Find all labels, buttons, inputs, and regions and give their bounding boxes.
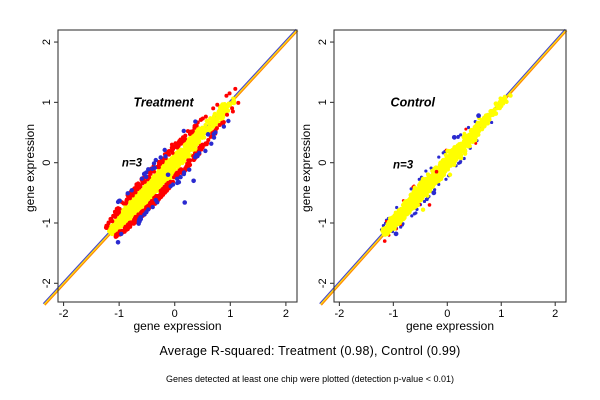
n-annotation: n=3 <box>122 158 143 170</box>
y-tick-label: 0 <box>41 160 53 166</box>
x-tick-label: 0 <box>172 308 178 320</box>
x-tick-label: 0 <box>444 308 450 320</box>
yellow-cloud <box>107 96 237 237</box>
y-axis-title: gene expression <box>299 124 313 212</box>
x-tick-label: 2 <box>283 308 289 320</box>
plot-frame <box>57 29 298 303</box>
x-tick-label: 2 <box>552 308 558 320</box>
y-tick-label: -1 <box>41 218 53 228</box>
panel-treatment: -2 -1 0 1 2 -2 -1 0 1 2 gene expression gene expres… <box>23 28 299 333</box>
x-axis-title: gene expression <box>133 319 221 333</box>
y-tick-label: 2 <box>317 39 329 45</box>
x-tick-label: -2 <box>335 308 345 320</box>
y-tick-label: -2 <box>41 278 53 288</box>
red-outlier-points <box>169 135 186 147</box>
r-squared-caption: Average R-squared: Treatment (0.98), Con… <box>159 344 461 358</box>
x-tick-label: -1 <box>388 308 398 320</box>
blue-fringe-points <box>379 119 494 234</box>
y-tick-label: -1 <box>317 218 329 228</box>
panel-title: Treatment <box>133 95 194 109</box>
x-tick-label: 1 <box>498 308 504 320</box>
y-tick-label: 1 <box>317 99 329 105</box>
red-outlier-points <box>382 169 439 243</box>
panel-control: -2 -1 0 1 2 -2 -1 0 1 2 gene expression gene expres… <box>299 28 568 333</box>
y-tick-label: 0 <box>317 160 329 166</box>
x-axis-title: gene expression <box>406 319 494 333</box>
x-tick-label: 1 <box>227 308 233 320</box>
blue-outlier-points <box>393 113 481 237</box>
n-annotation: n=3 <box>393 159 414 171</box>
y-tick-label: -2 <box>317 278 329 288</box>
y-axis-title: gene expression <box>23 124 37 212</box>
x-tick-label: -2 <box>59 308 69 320</box>
panel-title: Control <box>391 95 436 109</box>
y-tick-label: 2 <box>41 39 53 45</box>
detection-note-caption: Genes detected at least one chip were pl… <box>166 374 454 384</box>
plot-frame <box>333 29 567 303</box>
x-tick-label: -1 <box>114 308 124 320</box>
yellow-outlier-points <box>420 122 480 212</box>
blue-outlier-points <box>115 132 211 245</box>
scatter-points <box>379 93 513 243</box>
blue-fringe-points <box>115 118 231 237</box>
yellow-cloud <box>380 93 513 237</box>
scatter-panels-svg: -2 -1 0 1 2 -2 -1 0 1 2 gene expression gene expres… <box>23 28 568 333</box>
scatter-points <box>103 86 241 245</box>
y-tick-label: 1 <box>41 99 53 105</box>
